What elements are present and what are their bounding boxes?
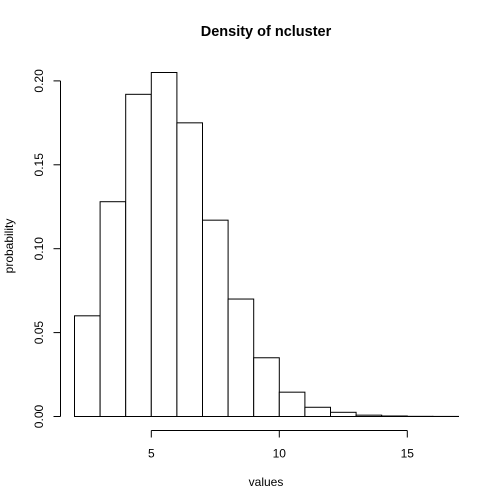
y-tick-label-3: 0.15 bbox=[32, 153, 46, 177]
y-tick-label-0: 0.00 bbox=[32, 404, 46, 428]
histogram-bar-1 bbox=[74, 315, 101, 418]
histogram-bar-4 bbox=[150, 72, 178, 417]
histogram-bar-10 bbox=[304, 406, 331, 417]
histogram-bar-7 bbox=[227, 298, 255, 418]
x-axis-label: values bbox=[249, 475, 284, 489]
x-tick-label-15: 15 bbox=[401, 447, 415, 461]
y-tick-label-4: 0.20 bbox=[32, 69, 46, 93]
histogram-bar-2 bbox=[99, 201, 127, 417]
histogram-bar-6 bbox=[202, 219, 229, 417]
histogram-bar-9 bbox=[278, 391, 306, 418]
histogram-bars bbox=[74, 72, 459, 418]
histogram-bar-8 bbox=[253, 357, 280, 417]
y-tick-label-2: 0.10 bbox=[32, 237, 46, 261]
y-tick-label-1: 0.05 bbox=[32, 321, 46, 345]
x-tick-label-5: 5 bbox=[148, 447, 155, 461]
x-tick-label-10: 10 bbox=[273, 447, 287, 461]
histogram-bar-13 bbox=[381, 415, 408, 417]
histogram-bar-3 bbox=[125, 93, 152, 417]
x-axis-ticks: 5 10 15 bbox=[148, 430, 415, 461]
histogram-bar-11 bbox=[330, 411, 357, 417]
y-axis-ticks: 0.00 0.05 0.10 0.15 0.20 bbox=[32, 69, 61, 428]
y-axis-label: probability bbox=[2, 219, 16, 274]
chart-title: Density of ncluster bbox=[201, 24, 332, 40]
histogram-bar-5 bbox=[176, 122, 203, 417]
histogram-bar-12 bbox=[355, 414, 383, 418]
